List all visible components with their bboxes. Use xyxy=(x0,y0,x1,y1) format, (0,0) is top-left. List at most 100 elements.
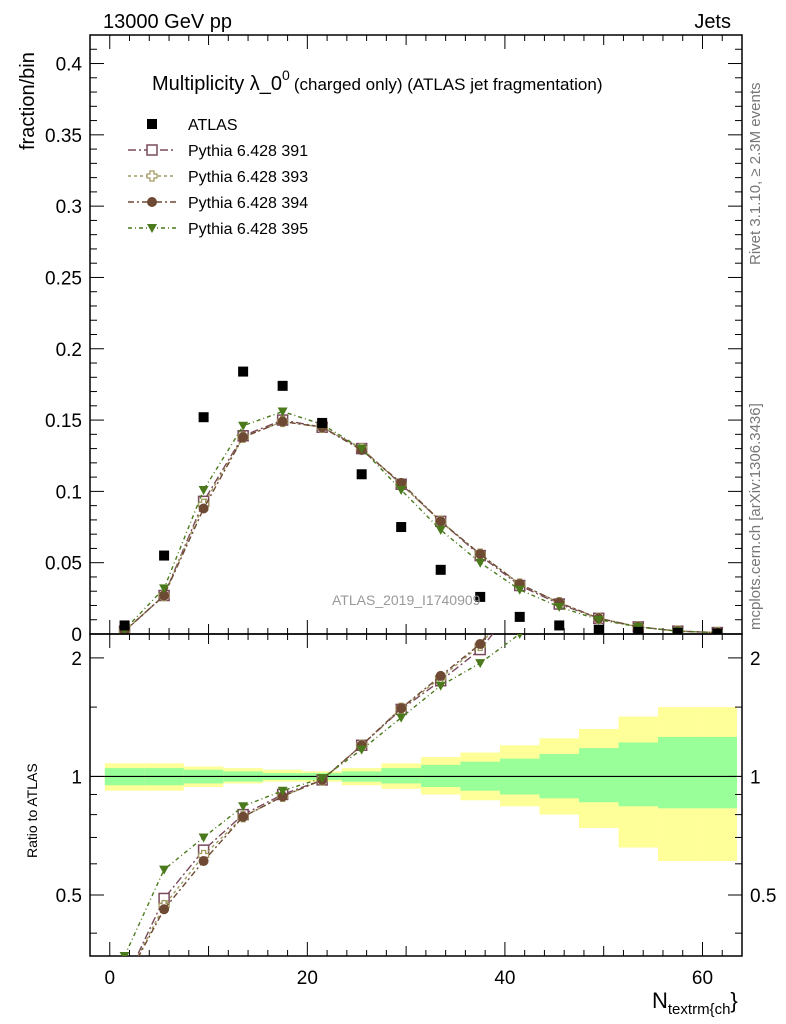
series-point xyxy=(159,590,170,601)
ratio-point xyxy=(712,616,722,625)
ratio-point xyxy=(356,745,367,755)
atlas-data-point xyxy=(119,620,130,631)
series-point xyxy=(435,525,446,535)
ratio-point xyxy=(633,562,643,572)
ratio-point xyxy=(475,638,486,649)
ratio-frame xyxy=(89,633,743,957)
ratio-point xyxy=(712,615,722,625)
x-tick-label: 40 xyxy=(494,968,515,989)
x-axis-label: Ntextrm{ch} xyxy=(652,988,738,1018)
jets-label: Jets xyxy=(694,11,731,33)
atlas-data-point xyxy=(317,417,328,428)
analysis-watermark: ATLAS_2019_I1740909 xyxy=(332,592,481,608)
series-point xyxy=(475,558,486,568)
series-point xyxy=(514,585,525,595)
ratio-point xyxy=(554,548,564,558)
ratio-point xyxy=(673,615,683,625)
series-point xyxy=(238,432,249,443)
series-point xyxy=(475,549,486,560)
series-point xyxy=(593,615,604,625)
ratio-series xyxy=(119,548,722,987)
ratio-point xyxy=(120,977,130,987)
series-point xyxy=(396,477,407,488)
x-tick-label: 0 xyxy=(104,968,115,989)
series-point xyxy=(435,516,446,527)
ratio-point xyxy=(673,615,683,625)
inner-band-bin xyxy=(579,748,619,803)
ratio-point xyxy=(198,833,209,843)
ratio-point xyxy=(516,634,523,639)
series-point xyxy=(159,584,170,594)
atlas-data-point xyxy=(198,412,209,423)
ratio-point xyxy=(673,615,683,625)
ratio-point xyxy=(712,615,722,625)
ratio-point xyxy=(633,585,643,594)
ratio-point xyxy=(515,595,525,605)
ratio-point xyxy=(159,865,170,875)
atlas-data-point xyxy=(593,624,604,634)
ratio-point xyxy=(554,552,564,562)
x-tick-label: 20 xyxy=(297,968,318,989)
ratio-point xyxy=(633,562,643,572)
series-point xyxy=(356,444,367,454)
ratio-panel: 0 20 40 60 0.5 0.5 1 1 2 2 xyxy=(56,548,776,989)
series-line xyxy=(124,410,718,634)
atlas-data-point xyxy=(554,620,565,631)
y-axis-label: fraction/bin xyxy=(17,52,39,150)
legend-label-atlas: ATLAS xyxy=(188,117,238,134)
series-point xyxy=(238,421,249,431)
ratio-tick-label-right: 0.5 xyxy=(750,886,776,907)
atlas-data-point xyxy=(159,550,170,561)
ratio-point xyxy=(238,811,249,822)
legend-marker xyxy=(147,197,157,207)
ratio-tick-label: 2 xyxy=(71,649,82,670)
ratio-line xyxy=(136,634,494,956)
ratio-point xyxy=(119,952,130,956)
ratio-point xyxy=(633,562,643,572)
legend-marker-atlas xyxy=(147,119,157,129)
uncertainty-bands xyxy=(104,707,738,861)
series-point xyxy=(554,602,565,612)
ratio-point xyxy=(594,548,604,558)
ratio-tick-label-right: 2 xyxy=(750,649,761,670)
ratio-axis-label: Ratio to ATLAS xyxy=(24,763,40,858)
y-tick-label: 0.05 xyxy=(45,554,82,575)
mcplots-info: mcplots.cern.ch [arXiv:1306.3436] xyxy=(747,403,764,630)
ratio-point xyxy=(277,786,288,796)
ratio-point xyxy=(396,713,407,723)
atlas-data-point xyxy=(396,522,407,533)
legend-marker xyxy=(147,224,157,233)
ratio-point xyxy=(554,557,564,567)
y-tick-label: 0.1 xyxy=(56,482,82,503)
ratio-point xyxy=(475,659,486,669)
ratio-point xyxy=(120,977,130,987)
x-tick-label: 60 xyxy=(692,968,713,989)
ratio-point xyxy=(277,791,288,802)
y-tick-label: 0.35 xyxy=(45,126,82,147)
ratio-line xyxy=(138,634,489,956)
ratio-point xyxy=(435,681,446,691)
inner-band-bin xyxy=(381,768,421,784)
inner-band-bin xyxy=(658,736,698,809)
legend-label: Pythia 6.428 393 xyxy=(188,169,308,186)
y-tick-label: 0 xyxy=(71,625,82,646)
series-line xyxy=(124,420,718,634)
atlas-data-point xyxy=(277,380,288,391)
y-tick-label: 0.3 xyxy=(56,197,82,218)
ratio-point xyxy=(159,904,170,915)
inner-band-bin xyxy=(697,736,738,809)
atlas-data-point xyxy=(712,628,723,634)
atlas-data-point xyxy=(435,564,446,575)
legend-marker xyxy=(146,144,158,156)
plot-title: Multiplicity λ_00 (charged only) (ATLAS j… xyxy=(152,67,603,95)
ratio-point xyxy=(594,585,604,594)
main-series xyxy=(118,366,724,634)
atlas-data-point xyxy=(672,627,683,634)
ratio-tick-label-right: 1 xyxy=(750,767,761,788)
y-tick-label: 0.2 xyxy=(56,340,82,361)
series-point xyxy=(277,407,288,417)
ratio-point xyxy=(594,548,604,558)
y-tick-label: 0.25 xyxy=(45,268,82,289)
ratio-tick-label: 1 xyxy=(71,767,82,788)
